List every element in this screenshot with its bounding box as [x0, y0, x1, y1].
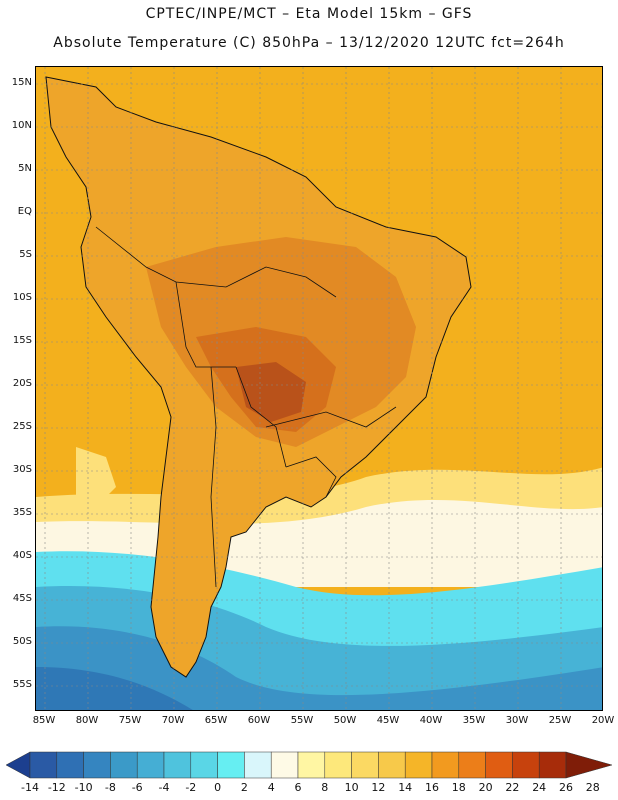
latitude-label: 15S	[12, 335, 32, 346]
colorbar-label: 8	[321, 781, 329, 794]
latitude-label: 25S	[12, 421, 32, 432]
latitude-label: 20S	[12, 378, 32, 389]
country-borders	[95, 226, 397, 588]
colorbar-cell	[110, 751, 138, 779]
longitude-label: 30W	[505, 715, 529, 726]
temperature-field	[36, 67, 602, 710]
colorbar-cell	[324, 751, 352, 779]
colorbar-cell	[29, 751, 58, 779]
colorbar-label: -4	[158, 781, 170, 794]
colorbar-label: -8	[104, 781, 116, 794]
longitude-label: 65W	[204, 715, 228, 726]
colorbar-label: -6	[131, 781, 143, 794]
temperature-colorbar	[5, 751, 613, 779]
colorbar-label: 6	[294, 781, 302, 794]
colorbar-low-arrow	[5, 751, 31, 779]
colorbar-cell	[512, 751, 540, 779]
latitude-label: 5N	[18, 163, 32, 174]
west-coast-pale	[76, 447, 116, 507]
colorbar-label: -10	[74, 781, 93, 794]
longitude-label: 75W	[118, 715, 142, 726]
colorbar-cells	[5, 751, 613, 779]
latitude-label: 40S	[12, 550, 32, 561]
latitude-label: 35S	[12, 507, 32, 518]
colorbar-label: 20	[478, 781, 493, 794]
colorbar-label: -12	[47, 781, 66, 794]
colorbar-cell	[485, 751, 513, 779]
latitude-label: 10S	[12, 292, 32, 303]
colorbar-label: 12	[371, 781, 386, 794]
latitude-label: 15N	[11, 77, 32, 88]
longitude-label: 25W	[548, 715, 572, 726]
colorbar-label: 28	[585, 781, 600, 794]
colorbar-cell	[56, 751, 84, 779]
latitude-label: 30S	[12, 464, 32, 475]
latitude-label: 55S	[12, 679, 32, 690]
colorbar-cell	[163, 751, 192, 779]
colorbar-label: 10	[344, 781, 359, 794]
colorbar-label: 18	[451, 781, 466, 794]
temperature-map	[35, 66, 603, 711]
colorbar-cell	[244, 751, 272, 779]
colorbar-cell	[538, 751, 567, 779]
longitude-label: 70W	[161, 715, 185, 726]
colorbar-label: 2	[240, 781, 248, 794]
latitude-label: 5S	[19, 249, 32, 260]
colorbar-high-arrow	[565, 751, 613, 779]
latitude-label: 45S	[12, 593, 32, 604]
colorbar-cell	[297, 751, 326, 779]
colorbar-label: 4	[267, 781, 275, 794]
latitude-label: 10N	[11, 120, 32, 131]
longitude-label: 40W	[419, 715, 443, 726]
colorbar-cell	[404, 751, 433, 779]
hottest-core	[236, 362, 306, 422]
colorbar-cell	[458, 751, 486, 779]
colorbar-label: 16	[425, 781, 439, 794]
colorbar-label: 0	[214, 781, 222, 794]
longitude-label: 85W	[32, 715, 56, 726]
colorbar-cell	[431, 751, 460, 779]
longitude-label: 35W	[462, 715, 486, 726]
colorbar-label: -2	[185, 781, 197, 794]
longitude-label: 45W	[376, 715, 400, 726]
colorbar-cell	[270, 751, 299, 779]
longitude-label: 20W	[591, 715, 615, 726]
colorbar-label: 22	[505, 781, 520, 794]
map-title-line-2: Absolute Temperature (C) 850hPa – 13/12/…	[53, 35, 565, 51]
longitude-label: 55W	[290, 715, 314, 726]
colorbar-cell	[83, 751, 111, 779]
longitude-label: 50W	[333, 715, 357, 726]
colorbar-label: -14	[21, 781, 39, 794]
latitude-label: 50S	[12, 636, 32, 647]
colorbar-label: 26	[559, 781, 573, 794]
latitude-label: EQ	[17, 206, 32, 217]
colorbar-label: 14	[398, 781, 413, 794]
longitude-label: 60W	[247, 715, 271, 726]
colorbar-label: 24	[532, 781, 547, 794]
colorbar-cell	[190, 751, 218, 779]
map-title-line-1: CPTEC/INPE/MCT – Eta Model 15km – GFS	[145, 6, 473, 22]
colorbar-cell	[351, 751, 379, 779]
cold-band-3	[36, 667, 193, 710]
longitude-label: 80W	[75, 715, 99, 726]
colorbar-cell	[378, 751, 406, 779]
colorbar-cell	[217, 751, 245, 779]
colorbar-cell	[136, 751, 165, 779]
